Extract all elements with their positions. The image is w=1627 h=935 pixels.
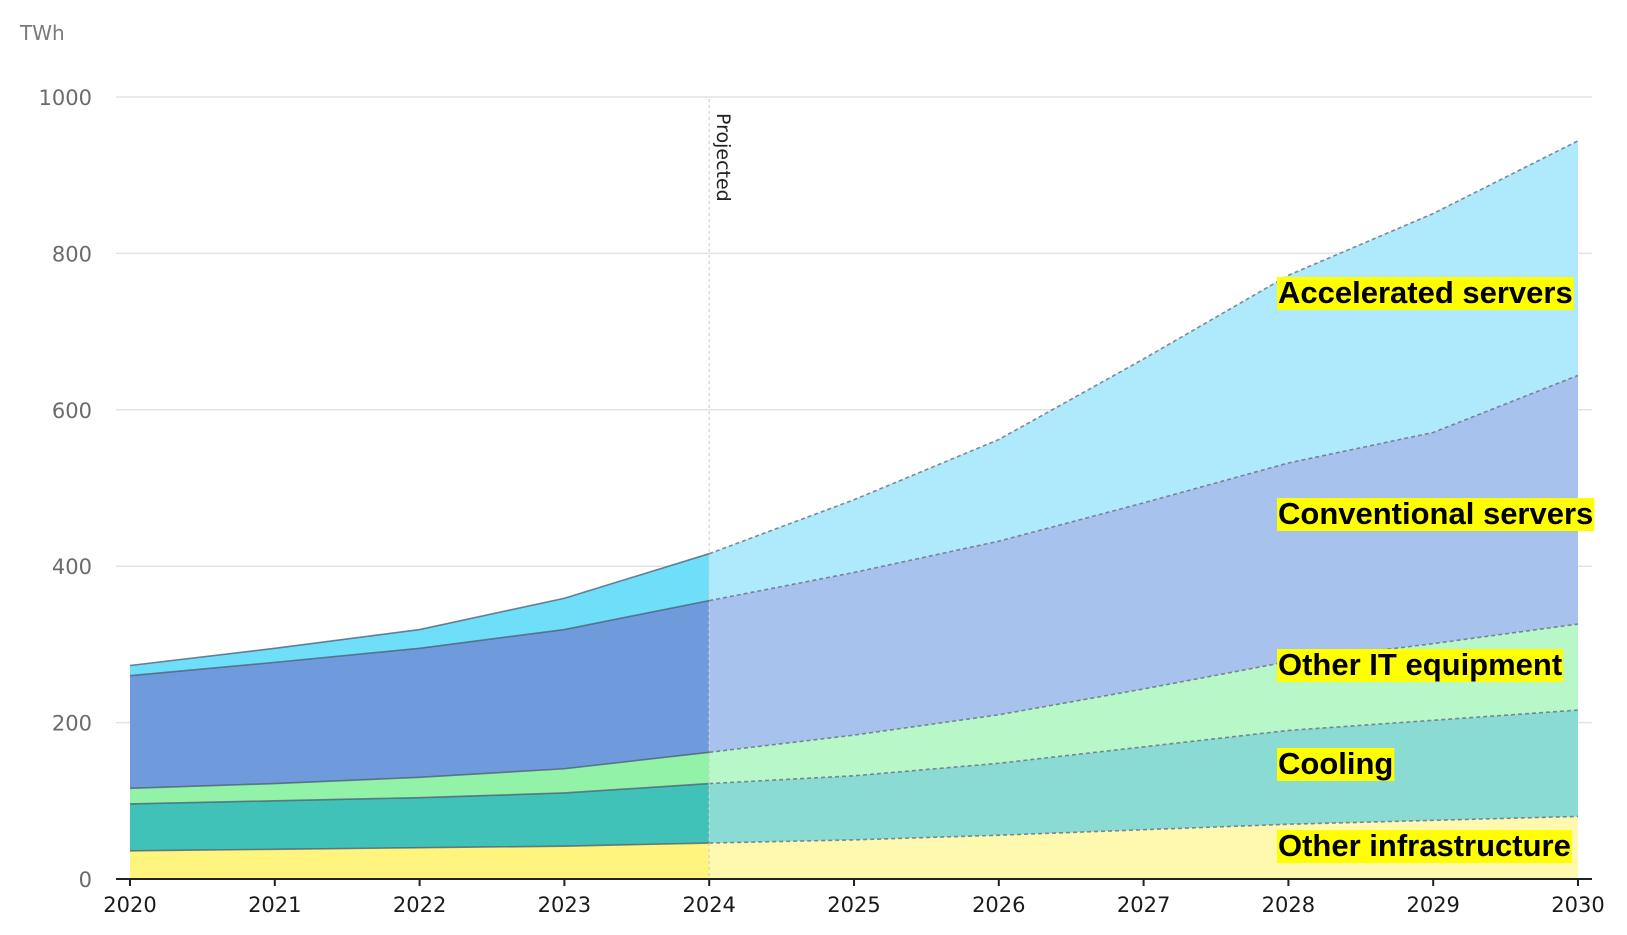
series-label-highlight <box>1277 277 1574 310</box>
y-axis-ticks: 0 200 400 600 800 1000 <box>39 86 92 892</box>
series-label-text: Cooling <box>1278 746 1393 781</box>
line-projected-accelerated-servers <box>708 140 1579 555</box>
x-tick-label-2021: 2021 <box>248 893 301 917</box>
line-historical-other-infrastructure <box>129 842 710 852</box>
series-label-other-infrastructure: Other infrastructure <box>1277 828 1572 863</box>
y-tick-label-1000: 1000 <box>39 86 92 110</box>
x-tick-label-2030: 2030 <box>1551 893 1604 917</box>
line-projected-cooling <box>709 709 1579 785</box>
area-historical-conventional-servers <box>130 600 710 789</box>
series-label-accelerated-servers: Accelerated servers <box>1277 275 1574 310</box>
projected-label: Projected <box>712 113 734 202</box>
series-label-highlight <box>1277 830 1572 863</box>
series-label-text: Other IT equipment <box>1278 647 1562 682</box>
series-label-other-it-equipment: Other IT equipment <box>1277 647 1564 682</box>
x-tick-label-2027: 2027 <box>1117 893 1170 917</box>
line-historical-other-it-equipment <box>129 751 710 790</box>
x-axis: 2020 2021 2022 2023 2024 2025 2026 2027 2028 2029… <box>103 878 1605 917</box>
x-tick-label-2029: 2029 <box>1406 893 1459 917</box>
area-series <box>129 140 1579 879</box>
series-label-conventional-servers: Conventional servers <box>1277 496 1595 531</box>
x-tick-label-2020: 2020 <box>103 893 156 917</box>
x-tick-label-2024: 2024 <box>682 893 735 917</box>
area-historical-other-infrastructure <box>130 843 710 879</box>
line-historical-conventional-servers <box>129 599 710 677</box>
area-projected-accelerated-servers <box>709 140 1578 601</box>
line-historical-cooling <box>129 782 710 805</box>
area-projected-cooling <box>709 710 1578 844</box>
x-tick-label-2023: 2023 <box>538 893 591 917</box>
series-label-text: Other infrastructure <box>1278 828 1571 863</box>
line-projected-other-infrastructure <box>709 815 1579 844</box>
y-tick-label-0: 0 <box>79 868 92 892</box>
line-historical-accelerated-servers <box>129 552 710 667</box>
series-label-text: Accelerated servers <box>1278 275 1573 310</box>
area-historical-cooling <box>130 783 710 851</box>
y-tick-label-200: 200 <box>52 712 92 736</box>
series-labels: Other infrastructure Cooling Other IT equi… <box>1277 275 1595 863</box>
projection-divider: Projected <box>708 99 734 879</box>
y-unit-label: TWh <box>19 21 65 45</box>
series-label-text: Conventional servers <box>1278 496 1593 531</box>
line-projected-conventional-servers <box>709 374 1579 602</box>
x-tick-label-2026: 2026 <box>972 893 1025 917</box>
series-label-cooling: Cooling <box>1277 746 1395 781</box>
series-label-highlight <box>1277 748 1395 781</box>
x-tick-label-2022: 2022 <box>393 893 446 917</box>
y-tick-label-600: 600 <box>52 399 92 423</box>
x-tick-label-2025: 2025 <box>827 893 880 917</box>
series-label-highlight <box>1277 649 1564 682</box>
y-tick-label-800: 800 <box>52 242 92 266</box>
area-historical-accelerated-servers <box>130 553 710 676</box>
series-label-highlight <box>1277 498 1595 531</box>
x-tick-label-2028: 2028 <box>1262 893 1315 917</box>
y-tick-label-400: 400 <box>52 555 92 579</box>
area-projected-conventional-servers <box>709 375 1578 753</box>
